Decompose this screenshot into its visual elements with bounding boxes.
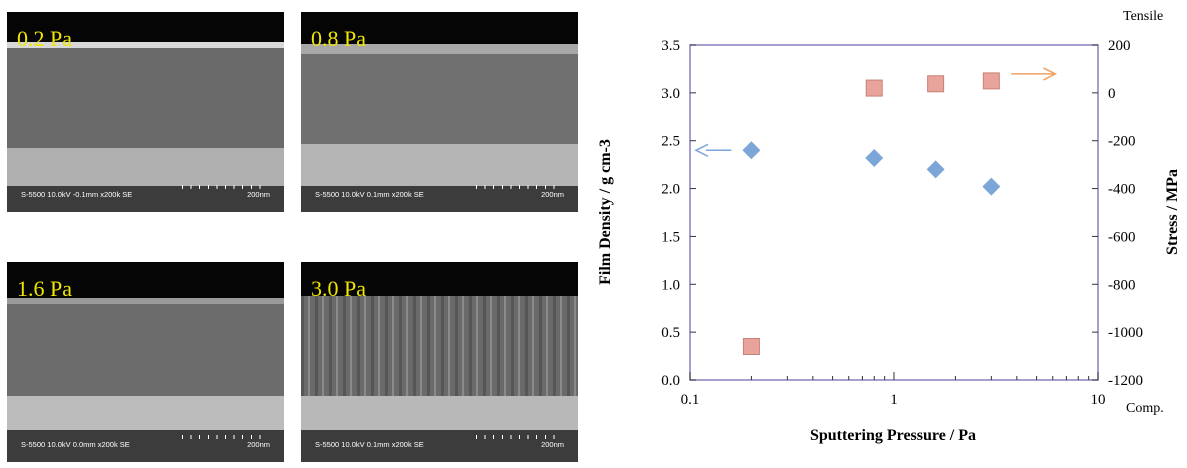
sem-info-text: S-5500 10.0kV 0.1mm x200k SE <box>315 190 424 199</box>
scale-bar-ticks <box>182 435 268 439</box>
y-right-tick-label: 0 <box>1108 86 1116 102</box>
y-right-tick-label: -600 <box>1108 229 1136 245</box>
y-left-tick-label: 0.0 <box>661 373 680 389</box>
tensile-label: Tensile <box>1123 9 1163 24</box>
density-stress-chart: 0.1 1 10 0.0 0.5 1.0 1.5 2.0 2.5 3.0 3.5 -1200 -1000… <box>597 9 1181 444</box>
density-point <box>865 148 884 167</box>
y-left-tick-label: 3.0 <box>661 86 680 102</box>
density-point <box>742 141 761 160</box>
y-left-tick-label: 1.5 <box>661 229 680 245</box>
density-arrow-head <box>694 143 709 157</box>
comp-label: Comp. <box>1126 401 1164 416</box>
y-left-tick-label: 1.0 <box>661 277 680 293</box>
scale-bar-ticks <box>476 185 562 189</box>
y-axis-right-label: Stress / MPa <box>1164 169 1181 255</box>
stress-point <box>982 72 1000 90</box>
scale-bar-ticks <box>182 185 268 189</box>
y-right-tick-label: -200 <box>1108 134 1136 150</box>
density-point <box>982 177 1001 196</box>
sem-texture <box>301 262 578 462</box>
stress-point <box>742 338 760 355</box>
sem-image-3-0-pa: 3.0 Pa S-5500 10.0kV 0.1mm x200k SE 200n… <box>301 262 578 462</box>
sem-pressure-label: 0.2 Pa <box>17 26 72 51</box>
sem-texture <box>301 12 578 212</box>
sem-scale-text: 200nm <box>247 190 270 199</box>
y-left-tick-label: 2.5 <box>661 134 680 150</box>
stress-arrow-head <box>1042 67 1058 81</box>
sem-image-1-6-pa: 1.6 Pa S-5500 10.0kV 0.0mm x200k SE 200n… <box>7 262 284 462</box>
scale-bar-ticks <box>476 435 562 439</box>
y-right-tick-label: -1000 <box>1108 325 1143 341</box>
y-right-tick-label: -400 <box>1108 182 1136 198</box>
x-tick-label: 0.1 <box>681 392 700 408</box>
sem-pressure-label: 0.8 Pa <box>311 26 366 51</box>
x-axis-label: Sputtering Pressure / Pa <box>810 427 976 444</box>
sem-info-text: S-5500 10.0kV 0.1mm x200k SE <box>315 440 424 449</box>
sem-pressure-label: 3.0 Pa <box>311 276 366 301</box>
y-left-tick-label: 0.5 <box>661 325 680 341</box>
sem-scale-text: 200nm <box>541 190 564 199</box>
y-left-tick-label: 3.5 <box>661 38 680 54</box>
sem-texture <box>7 262 284 462</box>
y-axis-left-label: Film Density / g cm-3 <box>597 139 614 285</box>
x-tick-label: 1 <box>890 392 898 408</box>
stress-point <box>927 75 945 93</box>
y-right-tick-label: -1200 <box>1108 373 1143 389</box>
sem-image-0-8-pa: 0.8 Pa S-5500 10.0kV 0.1mm x200k SE 200n… <box>301 12 578 212</box>
sem-pressure-label: 1.6 Pa <box>17 276 72 301</box>
sem-info-text: S-5500 10.0kV 0.0mm x200k SE <box>21 440 130 449</box>
sem-scale-text: 200nm <box>247 440 270 449</box>
sem-scale-text: 200nm <box>541 440 564 449</box>
y-left-tick-label: 2.0 <box>661 182 680 198</box>
sem-texture <box>7 12 284 212</box>
sem-info-text: S-5500 10.0kV -0.1mm x200k SE <box>21 190 133 199</box>
stress-point <box>865 79 883 97</box>
plot-frame <box>689 44 1099 381</box>
y-right-tick-label: 200 <box>1108 38 1131 54</box>
x-tick-label: 10 <box>1091 392 1106 408</box>
y-right-tick-label: -800 <box>1108 277 1136 293</box>
sem-image-0-2-pa: 0.2 Pa S-5500 10.0kV -0.1mm x200k SE 200… <box>7 12 284 212</box>
density-point <box>926 160 945 179</box>
